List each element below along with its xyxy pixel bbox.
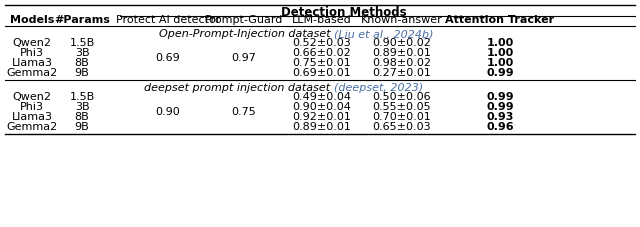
Text: Gemma2: Gemma2 bbox=[6, 68, 58, 78]
Text: 8B: 8B bbox=[75, 58, 90, 68]
Text: 0.92±0.01: 0.92±0.01 bbox=[292, 111, 351, 121]
Text: 0.90: 0.90 bbox=[156, 106, 180, 116]
Text: Detection Methods: Detection Methods bbox=[281, 5, 407, 18]
Text: 9B: 9B bbox=[75, 68, 90, 78]
Text: Phi3: Phi3 bbox=[20, 48, 44, 58]
Text: deepset prompt injection dataset: deepset prompt injection dataset bbox=[145, 83, 334, 93]
Text: 1.00: 1.00 bbox=[486, 38, 514, 48]
Text: 3B: 3B bbox=[75, 101, 90, 111]
Text: Llama3: Llama3 bbox=[12, 111, 52, 121]
Text: Models: Models bbox=[10, 15, 54, 25]
Text: 1.5B: 1.5B bbox=[69, 38, 95, 48]
Text: 0.90±0.02: 0.90±0.02 bbox=[372, 38, 431, 48]
Text: (Liu et al., 2024b): (Liu et al., 2024b) bbox=[334, 29, 433, 39]
Text: 0.89±0.01: 0.89±0.01 bbox=[292, 121, 351, 131]
Text: 0.27±0.01: 0.27±0.01 bbox=[372, 68, 431, 78]
Text: Qwen2: Qwen2 bbox=[13, 38, 51, 48]
Text: Gemma2: Gemma2 bbox=[6, 121, 58, 131]
Text: Phi3: Phi3 bbox=[20, 101, 44, 111]
Text: Llama3: Llama3 bbox=[12, 58, 52, 68]
Text: 0.90±0.04: 0.90±0.04 bbox=[292, 101, 351, 111]
Text: 0.66±0.02: 0.66±0.02 bbox=[292, 48, 351, 58]
Text: 0.69: 0.69 bbox=[156, 53, 180, 63]
Text: 0.65±0.03: 0.65±0.03 bbox=[372, 121, 431, 131]
Text: Qwen2: Qwen2 bbox=[13, 92, 51, 101]
Text: Prompt-Guard: Prompt-Guard bbox=[205, 15, 283, 25]
Text: 0.98±0.02: 0.98±0.02 bbox=[372, 58, 431, 68]
Text: 8B: 8B bbox=[75, 111, 90, 121]
Text: 9B: 9B bbox=[75, 121, 90, 131]
Text: 0.99: 0.99 bbox=[486, 92, 514, 101]
Text: 0.70±0.01: 0.70±0.01 bbox=[372, 111, 431, 121]
Text: 1.5B: 1.5B bbox=[69, 92, 95, 101]
Text: 3B: 3B bbox=[75, 48, 90, 58]
Text: 0.55±0.05: 0.55±0.05 bbox=[372, 101, 431, 111]
Text: 0.99: 0.99 bbox=[486, 101, 514, 111]
Text: 0.52±0.03: 0.52±0.03 bbox=[292, 38, 351, 48]
Text: 0.69±0.01: 0.69±0.01 bbox=[292, 68, 351, 78]
Text: #Params: #Params bbox=[54, 15, 110, 25]
Text: 0.96: 0.96 bbox=[486, 121, 514, 131]
Text: 0.75: 0.75 bbox=[232, 106, 257, 116]
Text: Open-Prompt-Injection dataset: Open-Prompt-Injection dataset bbox=[159, 29, 334, 39]
Text: 0.97: 0.97 bbox=[232, 53, 257, 63]
Text: Protect AI detector: Protect AI detector bbox=[116, 15, 220, 25]
Text: 0.89±0.01: 0.89±0.01 bbox=[372, 48, 431, 58]
Text: 1.00: 1.00 bbox=[486, 58, 514, 68]
Text: Attention Tracker: Attention Tracker bbox=[445, 15, 555, 25]
Text: 1.00: 1.00 bbox=[486, 48, 514, 58]
Text: Known-answer: Known-answer bbox=[361, 15, 443, 25]
Text: 0.93: 0.93 bbox=[486, 111, 514, 121]
Text: 0.50±0.06: 0.50±0.06 bbox=[372, 92, 431, 101]
Text: LLM-based: LLM-based bbox=[292, 15, 352, 25]
Text: 0.75±0.01: 0.75±0.01 bbox=[292, 58, 351, 68]
Text: 0.99: 0.99 bbox=[486, 68, 514, 78]
Text: 0.49±0.04: 0.49±0.04 bbox=[292, 92, 351, 101]
Text: (deepset, 2023): (deepset, 2023) bbox=[334, 83, 423, 93]
